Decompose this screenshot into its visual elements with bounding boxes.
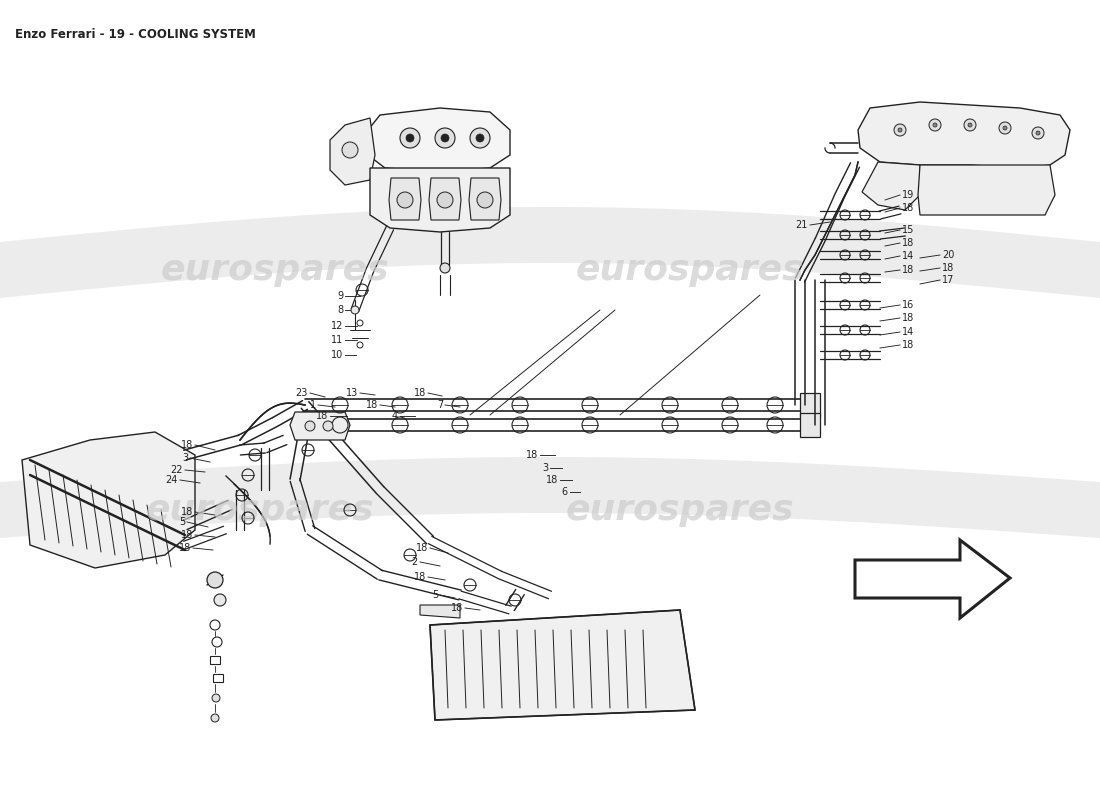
Text: 6: 6 [562, 487, 568, 497]
Text: 18: 18 [902, 238, 914, 248]
Circle shape [351, 306, 359, 314]
Polygon shape [858, 102, 1070, 168]
Circle shape [207, 572, 223, 588]
Text: 18: 18 [414, 572, 426, 582]
Text: 18: 18 [902, 203, 914, 213]
Text: 18: 18 [451, 603, 463, 613]
Text: 17: 17 [942, 275, 955, 285]
Text: 21: 21 [795, 220, 808, 230]
Text: 18: 18 [180, 530, 192, 540]
Polygon shape [918, 165, 1055, 215]
Text: 1: 1 [310, 400, 316, 410]
Circle shape [470, 128, 490, 148]
Text: 18: 18 [902, 313, 914, 323]
Circle shape [434, 128, 455, 148]
Text: 4: 4 [392, 411, 398, 421]
Polygon shape [420, 605, 460, 618]
Text: 23: 23 [296, 388, 308, 398]
Polygon shape [862, 162, 920, 210]
Polygon shape [429, 178, 461, 220]
Circle shape [1032, 127, 1044, 139]
Polygon shape [800, 393, 820, 417]
Text: 14: 14 [902, 327, 914, 337]
Circle shape [1003, 126, 1006, 130]
Circle shape [968, 123, 972, 127]
Text: 9: 9 [337, 291, 343, 301]
Text: Enzo Ferrari - 19 - COOLING SYSTEM: Enzo Ferrari - 19 - COOLING SYSTEM [15, 28, 256, 41]
Text: 14: 14 [902, 251, 914, 261]
Circle shape [441, 134, 449, 142]
Circle shape [400, 128, 420, 148]
Text: 18: 18 [180, 440, 192, 450]
Circle shape [397, 192, 412, 208]
Text: 11: 11 [331, 335, 343, 345]
Polygon shape [22, 432, 195, 568]
Text: 20: 20 [942, 250, 955, 260]
Text: eurospares: eurospares [575, 253, 804, 287]
Text: 18: 18 [178, 543, 191, 553]
Text: 18: 18 [180, 507, 192, 517]
Polygon shape [389, 178, 421, 220]
Text: 16: 16 [902, 300, 914, 310]
Circle shape [1036, 131, 1040, 135]
Circle shape [437, 192, 453, 208]
Text: 18: 18 [942, 263, 955, 273]
Text: 18: 18 [365, 400, 378, 410]
Text: 5: 5 [431, 590, 438, 600]
Text: 18: 18 [546, 475, 558, 485]
Polygon shape [330, 118, 375, 185]
Circle shape [323, 421, 333, 431]
Circle shape [933, 123, 937, 127]
Text: 7: 7 [437, 400, 443, 410]
Circle shape [476, 134, 484, 142]
Text: 12: 12 [331, 321, 343, 331]
Text: 24: 24 [166, 475, 178, 485]
Text: 5: 5 [178, 517, 185, 527]
Text: 22: 22 [170, 465, 183, 475]
Circle shape [930, 119, 940, 131]
Circle shape [477, 192, 493, 208]
Circle shape [214, 594, 225, 606]
Text: 2: 2 [411, 557, 418, 567]
Polygon shape [469, 178, 500, 220]
Text: 18: 18 [414, 388, 426, 398]
Circle shape [999, 122, 1011, 134]
Polygon shape [368, 108, 510, 172]
Text: 18: 18 [902, 265, 914, 275]
Polygon shape [800, 413, 820, 437]
Text: 3: 3 [542, 463, 548, 473]
Circle shape [406, 134, 414, 142]
Polygon shape [370, 168, 510, 232]
Circle shape [212, 694, 220, 702]
Text: 15: 15 [902, 225, 914, 235]
Circle shape [440, 263, 450, 273]
Polygon shape [430, 610, 695, 720]
Circle shape [894, 124, 906, 136]
Text: 18: 18 [526, 450, 538, 460]
Polygon shape [290, 412, 350, 440]
Text: 10: 10 [331, 350, 343, 360]
Text: 18: 18 [416, 543, 428, 553]
Circle shape [898, 128, 902, 132]
Text: 18: 18 [902, 340, 914, 350]
Circle shape [964, 119, 976, 131]
Bar [213, 674, 223, 682]
Text: eurospares: eurospares [161, 253, 389, 287]
Text: eurospares: eurospares [565, 493, 794, 527]
Text: 18: 18 [316, 411, 328, 421]
Text: 19: 19 [902, 190, 914, 200]
Text: 8: 8 [337, 305, 343, 315]
Circle shape [305, 421, 315, 431]
Circle shape [342, 142, 358, 158]
Bar [210, 656, 220, 664]
Text: 13: 13 [345, 388, 358, 398]
Text: 3: 3 [182, 453, 188, 463]
Circle shape [211, 714, 219, 722]
Text: eurospares: eurospares [145, 493, 374, 527]
